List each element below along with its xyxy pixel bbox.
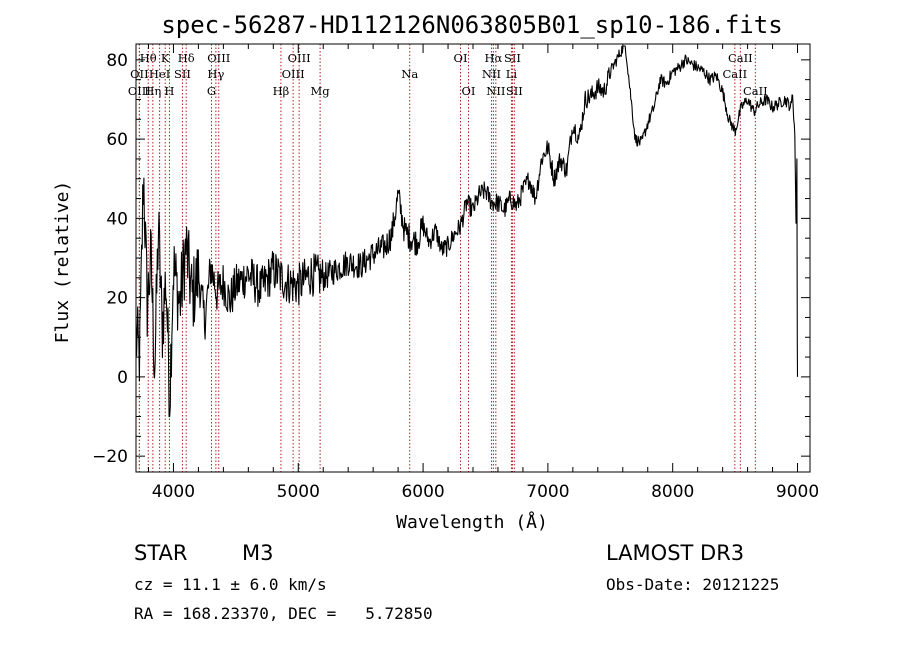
x-tick-label: 9000 bbox=[776, 482, 819, 502]
object-subclass: M3 bbox=[242, 541, 273, 565]
spectral-line-label: Hθ bbox=[140, 51, 157, 65]
spectrum-layer bbox=[135, 45, 799, 418]
spectral-line-label: SII bbox=[506, 84, 523, 98]
y-tick-label: 60 bbox=[106, 130, 128, 150]
spectral-line-label: Hη bbox=[144, 84, 161, 98]
spectral-line-label: H bbox=[164, 84, 174, 98]
spectrum-line bbox=[135, 45, 799, 418]
object-class: STAR bbox=[134, 541, 187, 565]
observation-date: Obs-Date: 20121225 bbox=[606, 575, 779, 594]
y-tick-label: 20 bbox=[106, 289, 128, 309]
spectral-line-label: SII bbox=[504, 51, 521, 65]
y-tick-label: 0 bbox=[117, 368, 128, 388]
x-axis-label: Wavelength (Å) bbox=[396, 511, 548, 533]
y-tick-label: 80 bbox=[106, 51, 128, 71]
spectral-line-label: OI bbox=[454, 51, 468, 65]
x-tick-label: 6000 bbox=[401, 482, 444, 502]
ticks-layer: 4000 5000 6000 7000 8000 9000 −20 0 20 40 60 80 bbox=[92, 44, 819, 502]
spectral-line-label: OIII bbox=[282, 67, 305, 81]
spectral-line-label: OIII bbox=[128, 84, 151, 98]
spectral-line-label: OI bbox=[462, 84, 476, 98]
spectral-line-label: Hγ bbox=[207, 67, 224, 81]
spectral-line-label: Hβ bbox=[273, 84, 290, 98]
redshift-cz: cz = 11.1 ± 6.0 km/s bbox=[134, 575, 327, 594]
spectral-line-label: G bbox=[207, 84, 216, 98]
survey-name: LAMOST DR3 bbox=[606, 541, 744, 565]
plot-frame bbox=[135, 43, 811, 473]
spectral-line-label: NII bbox=[482, 67, 501, 81]
spectral-line-label: Li bbox=[506, 67, 518, 81]
x-tick-label: 4000 bbox=[152, 482, 195, 502]
x-tick-label: 7000 bbox=[526, 482, 569, 502]
spectral-line-label: CaII bbox=[728, 51, 753, 65]
y-axis-label: Flux (relative) bbox=[52, 181, 73, 344]
spectral-line-label: Hδ bbox=[178, 51, 195, 65]
spectral-line-label: SII bbox=[174, 67, 191, 81]
y-tick-label: 40 bbox=[106, 209, 128, 229]
coordinates: RA = 168.23370, DEC = 5.72850 bbox=[134, 604, 433, 623]
spectral-line-label: Hα bbox=[484, 51, 502, 65]
spectral-line-label: CaII bbox=[743, 84, 768, 98]
spectral-line-label: Na bbox=[401, 67, 418, 81]
x-tick-label: 5000 bbox=[277, 482, 320, 502]
spectral-line-label: K bbox=[161, 51, 170, 65]
spectral-line-label: Mg bbox=[311, 84, 331, 98]
chart-title: spec-56287-HD112126N063805B01_sp10-186.f… bbox=[161, 11, 782, 39]
spectral-line-label: OIII bbox=[288, 51, 311, 65]
spectral-line-label: NII bbox=[486, 84, 505, 98]
y-tick-label: −20 bbox=[92, 447, 128, 467]
spectral-line-label: OIII bbox=[207, 51, 230, 65]
x-tick-label: 8000 bbox=[651, 482, 694, 502]
spectral-line-label: HeI bbox=[149, 67, 170, 81]
spectral-line-label: OII bbox=[130, 67, 149, 81]
spectral-line-label: CaII bbox=[722, 67, 747, 81]
